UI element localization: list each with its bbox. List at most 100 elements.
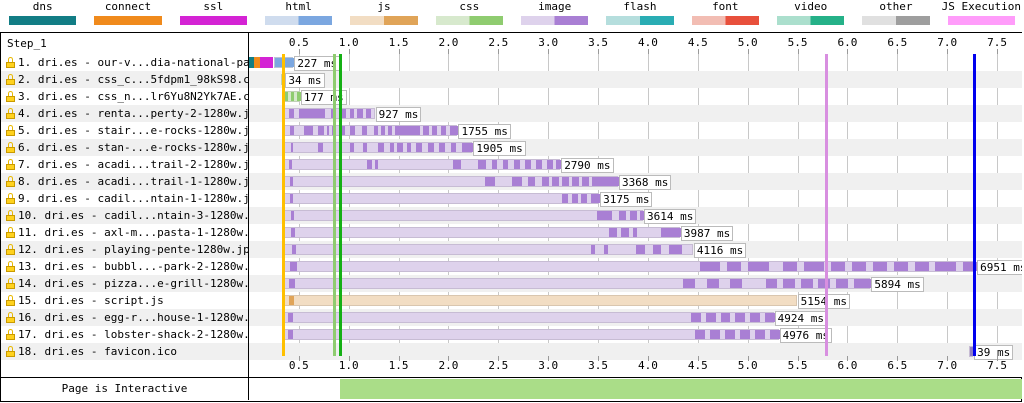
download-chunk: [357, 109, 363, 118]
axis-tick-mark: [847, 356, 849, 361]
request-bar-row[interactable]: 3614 ms: [249, 207, 1022, 224]
download-chunk: [739, 330, 750, 339]
request-label-row[interactable]: 18. dri.es - favicon.ico: [1, 343, 248, 360]
request-label-row[interactable]: 3. dri.es - css_n...lr6Yu8N2Yk7AE.css: [1, 88, 263, 105]
download-chunk: [439, 143, 445, 152]
download-chunk: [893, 262, 908, 271]
request-bar-image[interactable]: [282, 142, 474, 153]
gridline: [747, 54, 749, 356]
download-chunk: [477, 160, 487, 169]
download-chunk: [452, 160, 462, 169]
axis-tick-label: 4.0: [638, 36, 658, 49]
request-bar-row[interactable]: 3368 ms: [249, 173, 1022, 190]
request-bar-row[interactable]: 34 ms: [249, 71, 1022, 88]
request-label-row[interactable]: 14. dri.es - pizza...e-grill-1280w.jpg: [1, 275, 270, 292]
request-label-row[interactable]: 2. dri.es - css_c...5fdpm1_98kS98.css: [1, 71, 263, 88]
download-chunk: [592, 177, 620, 186]
request-label-row[interactable]: 8. dri.es - acadi...trail-1-1280w.jpg: [1, 173, 263, 190]
request-label-row[interactable]: 17. dri.es - lobster-shack-2-1280w.jpg: [1, 326, 270, 343]
request-bar-row[interactable]: 6951 ms: [249, 258, 1022, 275]
axis-tick-label: 2.0: [438, 36, 459, 49]
request-label-row[interactable]: 9. dri.es - cadil...ntain-1-1280w.jpg: [1, 190, 263, 207]
axis-tick-label: 6.5: [887, 359, 908, 372]
download-chunk: [341, 126, 345, 135]
legend-item-other: other: [853, 0, 938, 30]
request-bar-row[interactable]: 3987 ms: [249, 224, 1022, 241]
gridline: [348, 54, 350, 356]
download-chunk: [349, 126, 356, 135]
request-bar-row[interactable]: 4116 ms: [249, 241, 1022, 258]
axis-tick-label: 3.5: [588, 359, 609, 372]
request-bar-image[interactable]: [282, 329, 780, 340]
request-label-row[interactable]: 4. dri.es - renta...perty-2-1280w.jpg: [1, 105, 263, 122]
request-bar-image[interactable]: [282, 278, 872, 289]
request-bar-image[interactable]: [282, 159, 562, 170]
request-bar-image[interactable]: [282, 244, 693, 255]
request-label-row[interactable]: 13. dri.es - bubbl...-park-2-1280w.jpg: [1, 258, 270, 275]
download-chunk: [318, 126, 324, 135]
request-bar-image[interactable]: [282, 108, 375, 119]
request-bar-image[interactable]: [282, 227, 681, 238]
request-label-row[interactable]: 15. dri.es - script.js: [1, 292, 248, 309]
download-chunk: [572, 177, 579, 186]
legend-item-connect: connect: [85, 0, 170, 30]
download-chunk: [484, 177, 495, 186]
request-label-row[interactable]: 11. dri.es - axl-m...pasta-1-1280w.jpg: [1, 224, 270, 241]
request-bar-image[interactable]: [282, 261, 978, 272]
request-label-text: 1. dri.es - our-v...dia-national-park: [18, 56, 264, 69]
request-label-text: 4. dri.es - renta...perty-2-1280w.jpg: [18, 107, 264, 120]
legend-swatch: [606, 16, 674, 25]
legend-swatch: [350, 16, 418, 25]
request-bar-image[interactable]: [282, 210, 644, 221]
request-bar-image[interactable]: [282, 312, 775, 323]
request-bar-row[interactable]: 5894 ms: [249, 275, 1022, 292]
download-chunk: [695, 330, 706, 339]
download-chunk: [291, 245, 296, 254]
request-label-text: 18. dri.es - favicon.ico: [18, 345, 177, 358]
download-chunk: [597, 211, 612, 220]
request-bar-js[interactable]: [282, 295, 797, 306]
duration-label: 3175 ms: [600, 192, 653, 207]
request-bar-image[interactable]: [282, 125, 459, 136]
legend-label: connect: [104, 0, 152, 13]
request-bar-row[interactable]: 3175 ms: [249, 190, 1022, 207]
request-bar-row[interactable]: 1755 ms: [249, 122, 1022, 139]
request-label-row[interactable]: 12. dri.es - playing-pente-1280w.jpg: [1, 241, 256, 258]
request-bar-row[interactable]: 4924 ms: [249, 309, 1022, 326]
request-label-row[interactable]: 6. dri.es - stan-...e-rocks-1280w.jpg: [1, 139, 263, 156]
download-chunk: [730, 279, 743, 288]
download-chunk: [541, 177, 549, 186]
request-label-row[interactable]: 1. dri.es - our-v...dia-national-park: [1, 54, 263, 71]
request-label-text: 6. dri.es - stan-...e-rocks-1280w.jpg: [18, 141, 264, 154]
download-chunk: [618, 211, 626, 220]
download-chunk: [609, 228, 618, 237]
download-chunk: [783, 279, 795, 288]
request-label-row[interactable]: 10. dri.es - cadil...ntain-3-1280w.jpg: [1, 207, 270, 224]
request-bar-row[interactable]: 5154 ms: [249, 292, 1022, 309]
gridline: [498, 54, 500, 356]
request-label-row[interactable]: 5. dri.es - stair...e-rocks-1280w.jpg: [1, 122, 263, 139]
request-bar-other[interactable]: [969, 346, 975, 357]
request-bar-row[interactable]: 39 ms: [249, 343, 1022, 360]
request-label-row[interactable]: 16. dri.es - egg-r...house-1-1280w.jpg: [1, 309, 270, 326]
download-chunk: [935, 262, 957, 271]
request-bar-row[interactable]: 4976 ms: [249, 326, 1022, 343]
request-bar-row[interactable]: 927 ms: [249, 105, 1022, 122]
request-bar-row[interactable]: 1905 ms: [249, 139, 1022, 156]
request-bar-row[interactable]: 2790 ms: [249, 156, 1022, 173]
legend-item-video: video: [768, 0, 853, 30]
request-label-row[interactable]: 7. dri.es - acadi...trail-2-1280w.jpg: [1, 156, 263, 173]
request-bar-row[interactable]: 227 ms: [249, 54, 1022, 71]
download-chunk: [750, 313, 760, 322]
request-bar-row[interactable]: 177 ms: [249, 88, 1022, 105]
gridline: [298, 54, 300, 356]
gridline: [847, 54, 849, 356]
lock-icon: [5, 244, 16, 255]
download-chunk: [800, 279, 813, 288]
download-chunk: [963, 262, 978, 271]
duration-label: 6951 ms: [977, 260, 1022, 275]
download-chunk: [582, 177, 589, 186]
request-bar-image[interactable]: [282, 193, 601, 204]
request-bar-image[interactable]: [282, 176, 620, 187]
